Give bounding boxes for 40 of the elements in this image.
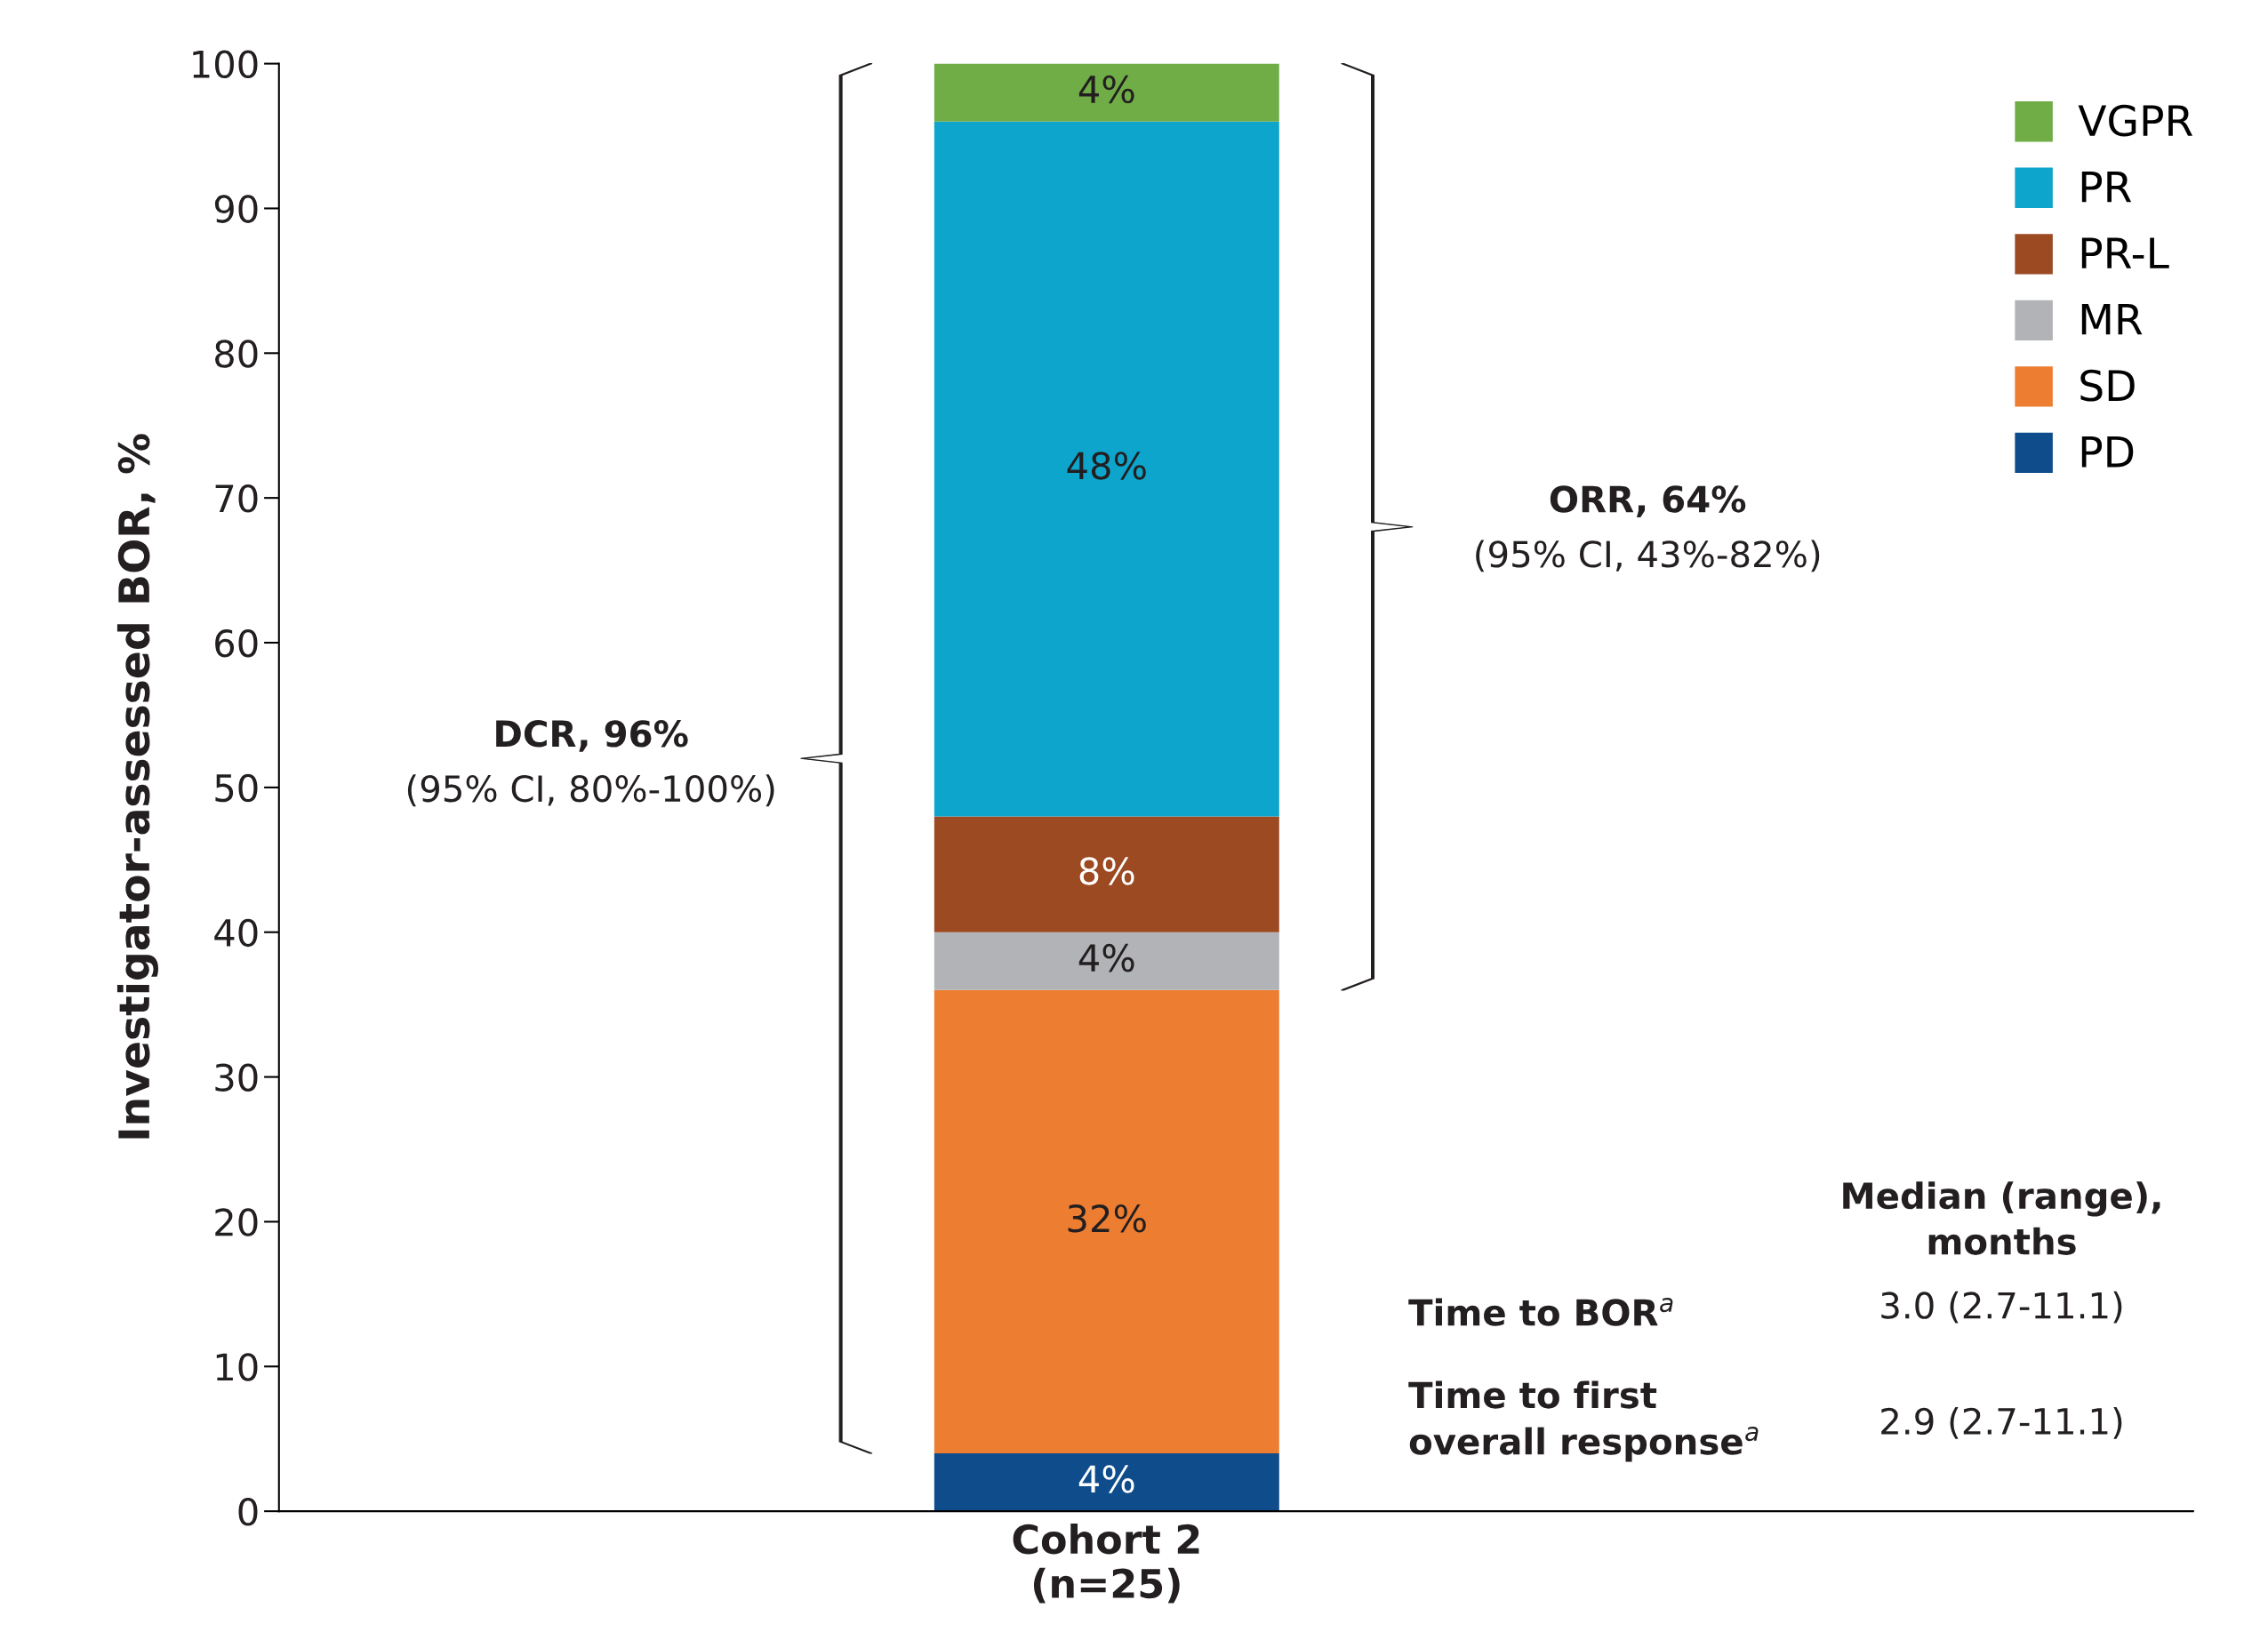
data-label: 8%: [1079, 857, 1134, 885]
data-label: 4%: [1078, 1465, 1134, 1493]
bar: [934, 63, 1279, 122]
y-tick-label: 90: [214, 195, 258, 223]
data-label: 32%: [1068, 1204, 1146, 1233]
y-tick-label: 50: [215, 773, 258, 803]
annotation: 2.9 (2.7-11.1): [1881, 1406, 2122, 1439]
legend-label: VGPR: [2078, 104, 2193, 137]
annotation: Time to BOR$^{a}$: [1408, 1297, 1673, 1326]
y-tick-label: 30: [215, 1063, 258, 1092]
legend-label: PR-L: [2081, 237, 2169, 268]
legend-label: PD: [2081, 436, 2134, 468]
legend-label: SD: [2080, 369, 2135, 402]
y-tick-label: 80: [215, 340, 258, 368]
bar: [934, 932, 1279, 990]
annotation: (95% CI, 43%-82%): [1476, 540, 1820, 572]
y-tick-label: 100: [193, 50, 258, 79]
annotation: ORR, 64%: [1550, 485, 1746, 517]
bar: [934, 121, 1279, 817]
y-tick-label: 20: [215, 1208, 258, 1236]
bar: [934, 816, 1279, 932]
y-tick-label: 40: [214, 918, 258, 948]
annotation: (95% CI, 80%-100%): [407, 774, 774, 807]
data-label: 4%: [1078, 75, 1134, 104]
bar: [934, 1452, 1279, 1512]
y-axis-title: Investigator-assessed BOR, %: [116, 434, 158, 1139]
data-label: 4%: [1078, 943, 1134, 972]
annotation: Time to first overall response$^{a}$: [1408, 1380, 1759, 1462]
annotation: DCR, 96%: [496, 720, 688, 752]
y-tick-label: 60: [215, 628, 258, 658]
x-tick-label: Cohort 2 (n=25): [1013, 1524, 1199, 1604]
y-tick-label: 70: [215, 484, 258, 513]
y-tick-label: 10: [216, 1353, 258, 1381]
annotation: Median (range), months: [1843, 1181, 2160, 1255]
legend-label: PR: [2081, 171, 2132, 203]
y-tick-label: 0: [238, 1498, 258, 1526]
annotation: 3.0 (2.7-11.1): [1881, 1291, 2122, 1324]
data-label: 48%: [1067, 452, 1146, 480]
bar: [934, 989, 1279, 1453]
legend-label: MR: [2081, 303, 2143, 335]
